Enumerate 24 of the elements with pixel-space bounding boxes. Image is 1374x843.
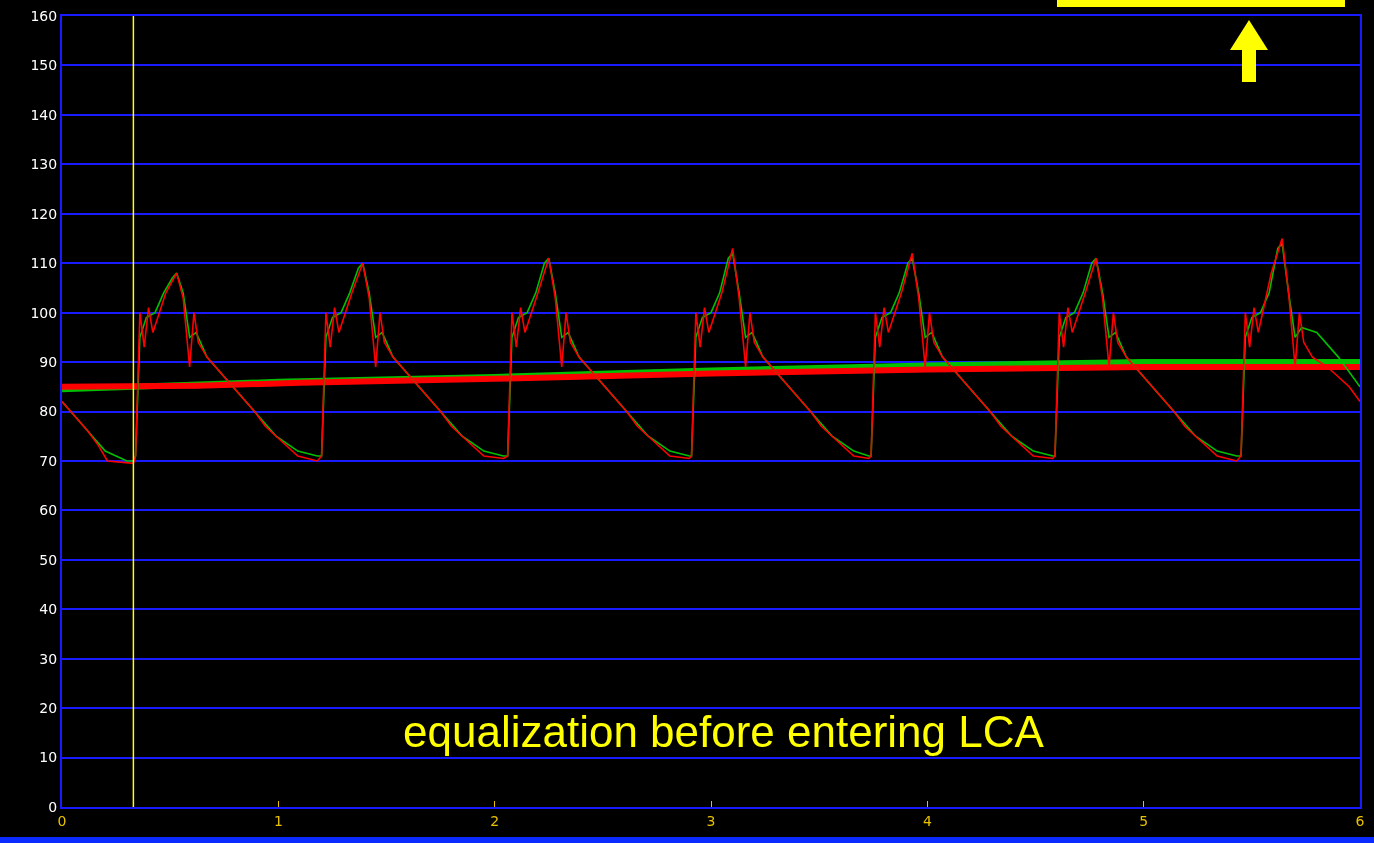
- y-tick-label: 50: [39, 551, 58, 568]
- x-tick-label: 6: [1355, 812, 1365, 829]
- y-tick-label: 80: [39, 403, 58, 420]
- y-tick-label: 30: [39, 650, 58, 667]
- y-tick-label: 90: [39, 353, 58, 370]
- y-tick-label: 130: [30, 156, 58, 173]
- x-tick-label: 2: [490, 812, 500, 829]
- y-tick-label: 120: [30, 205, 58, 222]
- annotation: equalization before entering LCA: [403, 707, 1045, 756]
- y-tick-label: 150: [30, 57, 58, 74]
- x-tick-label: 4: [922, 812, 932, 829]
- x-tick-label: 1: [273, 812, 283, 829]
- y-tick-label: 110: [30, 255, 58, 272]
- y-tick-label: 20: [39, 700, 58, 717]
- y-tick-label: 60: [39, 502, 58, 519]
- x-tick-label: 5: [1139, 812, 1149, 829]
- y-tick-label: 160: [30, 7, 58, 24]
- y-tick-label: 40: [39, 601, 58, 618]
- y-tick-label: 0: [48, 798, 58, 815]
- x-tick-label: 3: [706, 812, 716, 829]
- y-tick-label: 100: [30, 304, 58, 321]
- y-tick-label: 140: [30, 106, 58, 123]
- y-tick-label: 10: [39, 749, 58, 766]
- y-tick-label: 70: [39, 452, 58, 469]
